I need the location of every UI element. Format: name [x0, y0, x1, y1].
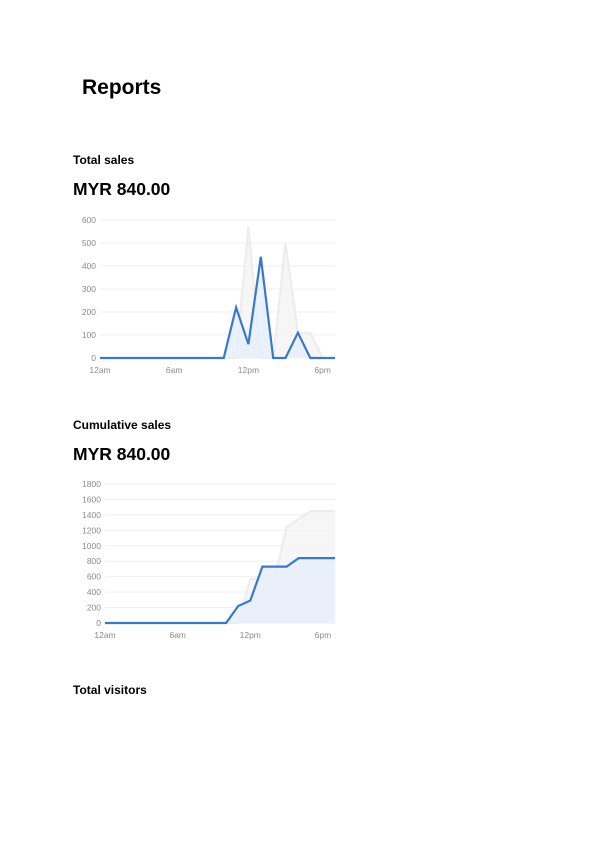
total-sales-y-tick-label: 500 — [82, 238, 96, 248]
cumulative-sales-chart-svg: 0 200 400 600 800 1000 1200 1400 1600 1800 12am 6am… — [82, 479, 335, 640]
page-title: Reports — [82, 76, 162, 99]
cumulative-sales-y-tick-label: 400 — [87, 587, 101, 597]
total-sales-chart: 0 100 200 300 400 500 600 12am 6am 12pm 6pm — [70, 210, 345, 385]
total-sales-y-tick-label: 300 — [82, 284, 96, 294]
total-sales-comparison-area — [100, 226, 335, 358]
cumulative-sales-y-tick-label: 800 — [87, 556, 101, 566]
cumulative-sales-x-tick-label: 6am — [169, 630, 186, 640]
total-sales-current-line — [100, 256, 335, 360]
cumulative-sales-current-line — [105, 556, 335, 625]
total-sales-x-tick-label: 12pm — [238, 365, 259, 375]
cumulative-sales-y-tick-label: 600 — [87, 572, 101, 582]
total-sales-y-tick-label: 600 — [82, 215, 96, 225]
cumulative-sales-y-tick-label: 1800 — [82, 479, 101, 489]
cumulative-sales-y-tick-label: 1600 — [82, 494, 101, 504]
total-sales-x-tick-label: 12am — [89, 365, 110, 375]
cumulative-sales-current-area — [105, 558, 335, 623]
cumulative-sales-x-tick-label: 12am — [94, 630, 115, 640]
total-sales-x-tick-label: 6am — [166, 365, 183, 375]
cumulative-sales-value: MYR 840.00 — [73, 444, 171, 464]
total-sales-current-area — [100, 256, 335, 358]
total-sales-y-tick-label: 100 — [82, 330, 96, 340]
total-sales-x-tick-label: 6pm — [314, 365, 331, 375]
total-sales-chart-svg: 0 100 200 300 400 500 600 12am 6am 12pm 6pm — [82, 215, 335, 375]
cumulative-sales-x-tick-label: 6pm — [315, 630, 332, 640]
cumulative-sales-y-tick-label: 1000 — [82, 541, 101, 551]
cumulative-sales-chart: 0 200 400 600 800 1000 1200 1400 1600 1800 12am 6am… — [70, 476, 345, 651]
cumulative-sales-y-tick-label: 0 — [96, 618, 101, 628]
cumulative-sales-y-tick-label: 1200 — [82, 525, 101, 535]
cumulative-sales-y-tick-label: 200 — [87, 603, 101, 613]
cumulative-sales-label: Cumulative sales — [73, 418, 172, 432]
cumulative-sales-y-tick-label: 1400 — [82, 510, 101, 520]
total-sales-value: MYR 840.00 — [73, 179, 171, 199]
cumulative-sales-x-tick-label: 12pm — [240, 630, 261, 640]
total-sales-y-tick-label: 400 — [82, 261, 96, 271]
total-sales-label: Total sales — [73, 153, 135, 167]
total-sales-y-tick-label: 0 — [91, 353, 96, 363]
total-visitors-label: Total visitors — [73, 683, 147, 697]
total-sales-y-tick-label: 200 — [82, 307, 96, 317]
